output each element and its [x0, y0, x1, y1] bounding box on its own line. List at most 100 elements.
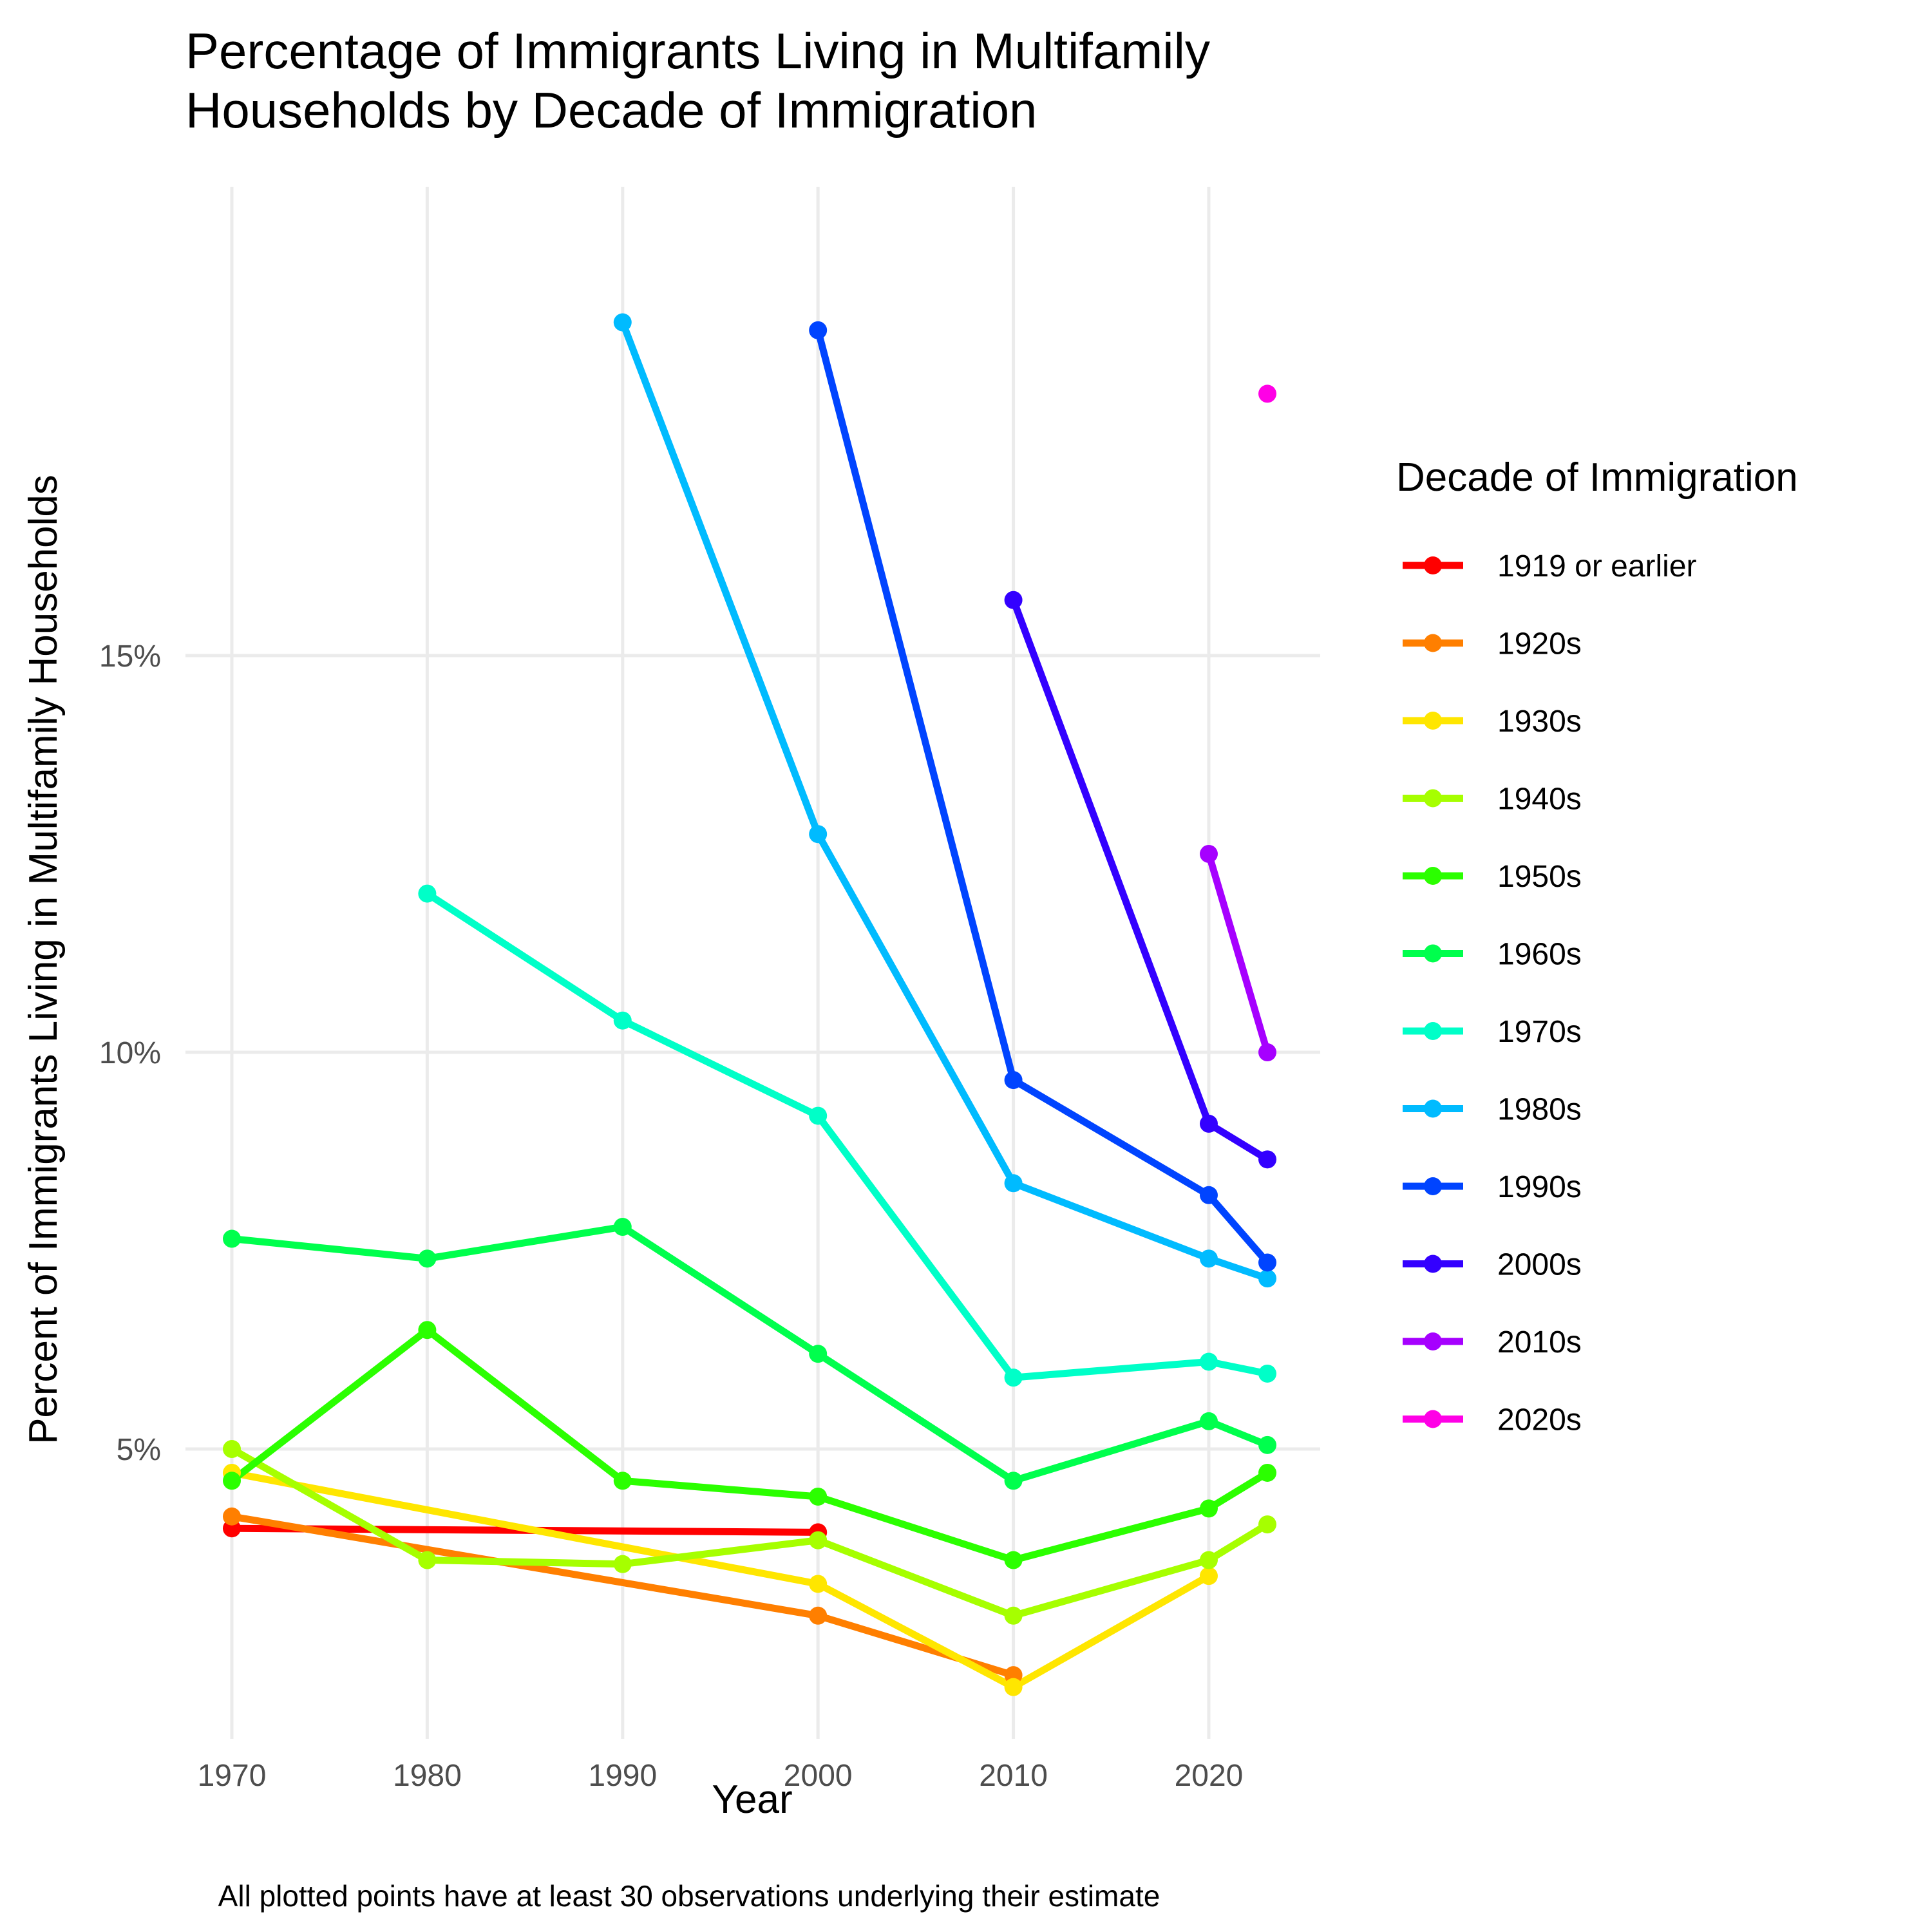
legend-key-point-1940s	[1424, 789, 1442, 808]
series-line-1950s	[229, 1326, 1269, 1564]
data-point-1950s	[809, 1487, 828, 1506]
data-point-2020s	[1258, 384, 1276, 403]
data-point-1960s	[1258, 1435, 1276, 1454]
data-point-1950s	[418, 1321, 437, 1340]
legend-key-point-1920s	[1424, 634, 1442, 652]
x-axis-title: Year	[712, 1777, 792, 1822]
legend-key-point-2000s	[1424, 1255, 1442, 1273]
data-point-1990s	[809, 321, 828, 339]
legend-key-point-1960s	[1424, 944, 1442, 963]
legend-key-point-1970s	[1424, 1022, 1442, 1040]
data-point-2000s	[1004, 591, 1023, 609]
data-point-1980s	[809, 825, 828, 844]
x-axis-ticks: 1970 1980 1990 2000 2010 2020	[198, 1759, 1244, 1793]
data-point-1950s	[1004, 1551, 1023, 1569]
data-point-1950s	[223, 1472, 241, 1490]
series-lines	[229, 321, 1271, 1691]
data-point-1930s	[1199, 1567, 1218, 1586]
legend-label-1980s: 1980s	[1497, 1093, 1582, 1127]
data-point-1950s	[613, 1472, 632, 1490]
series-points	[223, 313, 1276, 1696]
y-tick-label: 10%	[99, 1036, 161, 1070]
x-tick-label: 1970	[198, 1759, 267, 1793]
data-point-1970s	[809, 1106, 828, 1125]
data-point-1940s	[1004, 1606, 1023, 1625]
legend-label-1930s: 1930s	[1497, 705, 1582, 739]
legend-label-1920s: 1920s	[1497, 627, 1582, 661]
data-point-1940s	[1258, 1515, 1276, 1534]
y-axis-title: Percent of Immigrants Living in Multifam…	[21, 475, 66, 1444]
data-point-1970s	[1004, 1368, 1023, 1387]
x-tick-label: 1980	[393, 1759, 462, 1793]
data-point-1990s	[1199, 1186, 1218, 1204]
data-point-1950s	[1258, 1463, 1276, 1482]
data-point-2000s	[1258, 1150, 1276, 1169]
legend-label-1990s: 1990s	[1497, 1170, 1582, 1204]
legend-label-1940s: 1940s	[1497, 782, 1582, 817]
data-point-1970s	[1199, 1352, 1218, 1371]
data-point-1960s	[613, 1218, 632, 1236]
series-line-1960s	[231, 1223, 1269, 1484]
legend-label-2020s: 2020s	[1497, 1403, 1582, 1437]
x-tick-label: 2010	[979, 1759, 1048, 1793]
chart-title-line-1: Percentage of Immigrants Living in Multi…	[185, 23, 1210, 79]
legend-key-point-2010s	[1424, 1332, 1442, 1350]
data-point-2010s	[1199, 844, 1218, 863]
series-line-1990s	[814, 329, 1271, 1265]
data-point-1980s	[1258, 1269, 1276, 1288]
y-tick-label: 5%	[117, 1433, 161, 1467]
legend-key-point-1990s	[1424, 1177, 1442, 1195]
data-point-1940s	[223, 1440, 241, 1459]
data-point-1920s	[809, 1606, 828, 1625]
data-point-1930s	[1004, 1678, 1023, 1696]
data-point-1940s	[809, 1531, 828, 1549]
data-point-1960s	[223, 1229, 241, 1248]
data-point-1960s	[809, 1345, 828, 1363]
data-point-1980s	[1004, 1174, 1023, 1193]
data-point-1940s	[613, 1555, 632, 1573]
legend-label-1919-or-earlier: 1919 or earlier	[1497, 549, 1697, 583]
series-line-2000s	[1010, 598, 1269, 1162]
data-point-1970s	[418, 884, 437, 903]
data-point-1960s	[418, 1249, 437, 1268]
legend-label-2010s: 2010s	[1497, 1325, 1582, 1359]
legend-label-2000s: 2000s	[1497, 1248, 1582, 1282]
legend-title: Decade of Immigration	[1396, 455, 1798, 500]
data-point-1950s	[1199, 1499, 1218, 1518]
legend-key-point-1930s	[1424, 712, 1442, 730]
data-point-1920s	[223, 1507, 241, 1526]
legend-label-1960s: 1960s	[1497, 938, 1582, 972]
data-point-1940s	[1199, 1551, 1218, 1569]
x-tick-label: 1990	[588, 1759, 657, 1793]
legend: 1919 or earlier 1920s 1930s 1940s 1950s 1960s…	[1403, 549, 1697, 1437]
data-point-1990s	[1258, 1253, 1276, 1272]
x-tick-label: 2000	[784, 1759, 853, 1793]
data-point-1960s	[1199, 1412, 1218, 1430]
data-point-1970s	[1258, 1364, 1276, 1383]
data-point-2000s	[1199, 1114, 1218, 1133]
series-line-2010s	[1205, 853, 1271, 1054]
y-tick-label: 15%	[99, 639, 161, 674]
data-point-1930s	[809, 1575, 828, 1593]
y-axis-ticks: 5% 10% 15%	[99, 639, 161, 1467]
x-tick-label: 2020	[1175, 1759, 1244, 1793]
chart-title-line-2: Households by Decade of Immigration	[185, 82, 1037, 138]
series-line-1930s	[231, 1469, 1211, 1691]
data-point-1970s	[613, 1011, 632, 1030]
data-point-1980s	[613, 313, 632, 332]
legend-key-point-2020s	[1424, 1410, 1442, 1428]
legend-label-1970s: 1970s	[1497, 1015, 1582, 1049]
legend-key-point-1919-or-earlier	[1424, 556, 1442, 574]
data-point-1990s	[1004, 1071, 1023, 1090]
data-point-2010s	[1258, 1043, 1276, 1062]
data-point-1960s	[1004, 1472, 1023, 1490]
legend-label-1950s: 1950s	[1497, 860, 1582, 894]
legend-key-point-1950s	[1424, 867, 1442, 885]
series-line-1980s	[619, 321, 1269, 1282]
legend-key-point-1980s	[1424, 1099, 1442, 1118]
chart-caption: All plotted points have at least 30 obse…	[218, 1879, 1160, 1913]
data-point-1980s	[1199, 1249, 1218, 1268]
data-point-1940s	[418, 1551, 437, 1569]
series-line-1970s	[425, 890, 1269, 1381]
